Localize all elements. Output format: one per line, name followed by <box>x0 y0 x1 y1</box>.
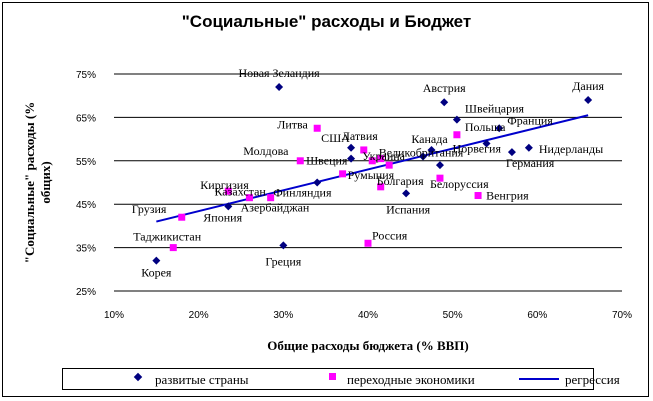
transition-point <box>364 239 372 247</box>
y-tick-label: 35% <box>76 244 96 255</box>
point-label: Россия <box>372 228 408 242</box>
developed-point <box>152 256 161 265</box>
point-label: Белоруссия <box>430 177 489 191</box>
point-label: Греция <box>265 254 301 268</box>
developed-point <box>279 241 288 250</box>
developed-point <box>347 154 356 163</box>
point-label: Казахстан <box>214 185 266 199</box>
point-label: Таджикистан <box>133 230 201 244</box>
point-label: Болгария <box>377 174 424 188</box>
transition-point <box>436 174 444 182</box>
x-tick-label: 50% <box>443 310 463 321</box>
developed-point <box>402 189 411 198</box>
developed-point <box>584 96 593 105</box>
point-label: Франция <box>507 113 553 127</box>
point-label: Украина <box>362 149 405 163</box>
developed-point <box>440 98 449 107</box>
chart-title: "Социальные" расходы и Бюджет <box>181 12 472 31</box>
developed-point <box>482 139 491 148</box>
legend-line-marker <box>519 378 559 380</box>
point-label: Испания <box>386 202 431 216</box>
transition-point <box>296 157 304 165</box>
point-label: США <box>321 131 350 145</box>
x-axis-title: Общие расходы бюджета (% ВВП) <box>267 338 468 353</box>
transition-point <box>377 183 385 191</box>
x-tick-label: 60% <box>527 310 547 321</box>
legend-diamond-marker <box>133 372 143 382</box>
legend-label-transition: переходные экономики <box>347 372 475 387</box>
point-label: Корея <box>141 266 172 280</box>
legend: развитые страны переходные экономики рег… <box>62 368 620 390</box>
point-label: Венгрия <box>486 189 529 203</box>
developed-point <box>313 178 322 187</box>
legend-label-developed: развитые страны <box>155 372 249 387</box>
developed-point <box>507 148 516 157</box>
developed-point <box>427 145 436 154</box>
point-label: Великобритания <box>379 145 464 159</box>
point-label: Новая Зеландия <box>239 66 321 80</box>
transition-point <box>385 161 393 169</box>
x-tick-label: 40% <box>358 310 378 321</box>
transition-point <box>360 146 368 154</box>
y-tick-label: 55% <box>76 157 96 168</box>
transition-point <box>267 194 275 202</box>
point-label: Финляндия <box>273 186 332 200</box>
point-label: Грузия <box>132 202 167 216</box>
y-tick-label: 25% <box>76 287 96 298</box>
point-label: Япония <box>203 210 242 224</box>
transition-point <box>377 155 385 163</box>
y-axis-title: "Социальные" расходы (%общих) <box>22 102 53 264</box>
transition-point <box>313 124 321 132</box>
developed-point <box>495 124 504 133</box>
transition-point <box>245 194 253 202</box>
data-points <box>152 83 593 265</box>
point-label: Румыния <box>348 168 395 182</box>
point-label: Польша <box>465 120 506 134</box>
developed-point <box>419 152 428 161</box>
legend-label-regression: регрессия <box>565 372 620 387</box>
transition-point <box>368 157 376 165</box>
point-label: Дания <box>572 79 604 93</box>
transition-point <box>224 187 232 195</box>
legend-square-marker <box>329 373 336 380</box>
developed-point <box>347 143 356 152</box>
point-label: Норвегия <box>453 141 502 155</box>
point-label: Нидерланды <box>539 142 603 156</box>
transition-point <box>453 131 461 139</box>
y-tick-label: 45% <box>76 200 96 211</box>
x-tick-label: 20% <box>189 310 209 321</box>
point-labels: Новая Зеландия Австрия Дания ШвейцарияФранц… <box>132 66 605 280</box>
developed-point <box>524 143 533 152</box>
y-tick-label: 65% <box>76 113 96 124</box>
point-label: Австрия <box>423 81 466 95</box>
point-label: Киргизия <box>200 178 249 192</box>
transition-point <box>178 213 186 221</box>
y-tick-label: 75% <box>76 70 96 81</box>
point-label: Молдова <box>243 144 289 158</box>
developed-point <box>275 83 284 92</box>
chart-frame <box>2 2 649 397</box>
developed-point <box>435 161 444 170</box>
x-tick-label: 70% <box>612 310 632 321</box>
point-label: Германия <box>506 156 555 170</box>
point-label: Швейцария <box>465 102 525 116</box>
developed-point <box>452 115 461 124</box>
point-label: Литва <box>277 117 308 131</box>
x-tick-label: 10% <box>104 310 124 321</box>
point-label: Азербайджан <box>241 201 310 215</box>
developed-point <box>224 202 233 211</box>
point-label: Швеция <box>306 154 348 168</box>
point-label: Канада <box>411 132 448 146</box>
transition-point <box>169 244 177 252</box>
transition-point <box>474 192 482 200</box>
x-tick-label: 30% <box>273 310 293 321</box>
transition-point <box>339 170 347 178</box>
point-label: Латвия <box>342 129 378 143</box>
tick-labels: 25% 35% 45% 55% 65% 75% 10% 20% 30% 40% 50% 60% 70% <box>76 70 632 321</box>
grid-lines <box>114 73 622 292</box>
